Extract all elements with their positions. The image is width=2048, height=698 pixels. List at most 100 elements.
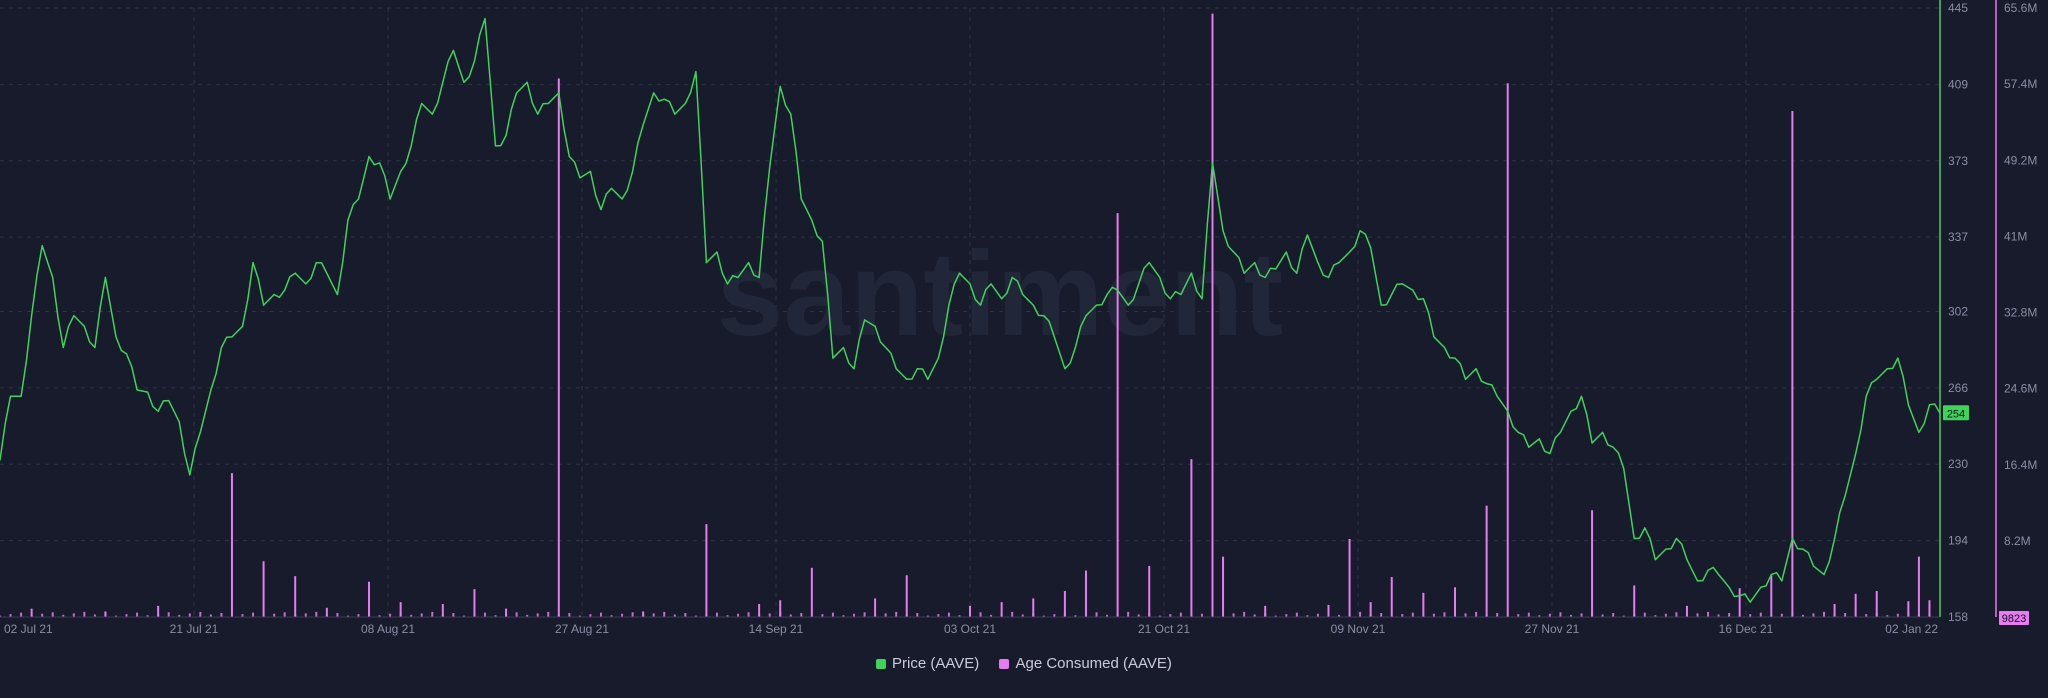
price-point — [874, 325, 876, 327]
age-tick-label: 57.4M — [2004, 77, 2037, 91]
price-point — [1760, 586, 1762, 588]
age-tick-label: 16.4M — [2004, 458, 2037, 472]
price-point — [1296, 272, 1298, 274]
price-point — [273, 293, 275, 296]
price-point — [1443, 346, 1446, 349]
x-tick-label: 08 Aug 21 — [361, 622, 415, 636]
grid — [0, 7, 1940, 618]
price-point — [916, 368, 918, 370]
price-point — [853, 368, 855, 370]
price-point — [199, 431, 201, 433]
price-point — [1401, 283, 1403, 285]
legend-label-price: Price (AAVE) — [892, 655, 980, 672]
price-point — [378, 162, 381, 164]
price-point — [779, 85, 781, 88]
current-age-badge — [1999, 611, 2029, 625]
price-point — [1865, 395, 1867, 397]
price-point — [1433, 336, 1435, 338]
price-point — [1380, 304, 1382, 306]
price-point — [1528, 446, 1530, 448]
price-point — [1612, 446, 1614, 448]
price-point — [1665, 548, 1667, 550]
price-point — [1707, 569, 1709, 571]
price-point — [1032, 304, 1034, 306]
price-point — [674, 113, 676, 115]
price-point — [885, 346, 887, 349]
legend: Price (AAVE) Age Consumed (AAVE) — [0, 655, 2048, 673]
price-point — [484, 18, 486, 20]
price-point — [1117, 289, 1119, 291]
legend-item-age[interactable]: Age Consumed (AAVE) — [999, 655, 1172, 672]
price-point — [189, 474, 191, 476]
x-tick-label: 02 Jul 21 — [4, 622, 53, 636]
price-point — [1517, 431, 1519, 433]
price-point — [1138, 283, 1140, 285]
price-point — [863, 319, 866, 321]
price-point — [210, 389, 212, 391]
x-tick-label: 09 Nov 21 — [1331, 622, 1386, 636]
price-point — [800, 198, 802, 200]
price-point — [452, 49, 454, 52]
current-price-text: 254 — [1947, 408, 1965, 420]
price-point — [1897, 357, 1899, 359]
price-point — [83, 325, 85, 327]
price-point — [1717, 573, 1720, 576]
price-point — [1823, 573, 1825, 576]
age-consumed-series — [0, 13, 1931, 617]
price-point — [1169, 298, 1171, 300]
x-axis-ticks: 02 Jul 21 21 Jul 21 08 Aug 21 27 Aug 21 14 S… — [4, 622, 1938, 636]
price-point — [1391, 293, 1393, 296]
age-axis-ticks: 65.6M 57.4M 49.2M 41M 32.8M 24.6M 16.4M 8.2M — [2004, 1, 2037, 548]
price-point — [1190, 272, 1193, 274]
price-point — [31, 315, 33, 317]
price-point — [62, 346, 64, 349]
price-tick-label: 373 — [1948, 154, 1968, 168]
price-point — [1559, 431, 1562, 433]
x-tick-label: 16 Dec 21 — [1719, 622, 1774, 636]
price-point — [326, 272, 328, 274]
price-point — [948, 304, 950, 306]
price-point — [284, 289, 286, 291]
price-point — [1348, 251, 1351, 253]
price-point — [937, 357, 939, 359]
legend-item-price[interactable]: Price (AAVE) — [876, 655, 979, 672]
price-point — [895, 368, 897, 370]
price-point — [389, 198, 391, 200]
price-point — [906, 378, 908, 380]
price-point — [1696, 580, 1699, 582]
price-point — [494, 145, 497, 147]
axes — [0, 0, 1997, 618]
price-point — [821, 240, 823, 243]
price-point — [1475, 368, 1477, 370]
price-point — [663, 98, 665, 100]
price-point — [1549, 453, 1551, 455]
price-point — [1907, 404, 1909, 406]
price-point — [1180, 293, 1182, 296]
x-tick-label: 02 Jan 22 — [1885, 622, 1938, 636]
price-point — [737, 276, 739, 279]
price-point — [1422, 298, 1424, 300]
price-point — [1211, 162, 1214, 164]
price-point — [125, 353, 128, 355]
price-point — [1022, 293, 1024, 296]
price-point — [1095, 304, 1098, 306]
price-point — [537, 113, 539, 115]
x-tick-label: 21 Jul 21 — [170, 622, 219, 636]
price-point — [610, 187, 613, 189]
x-tick-label: 21 Oct 21 — [1138, 622, 1190, 636]
price-point — [832, 357, 834, 359]
price-tick-label: 302 — [1948, 304, 1968, 318]
price-point — [220, 346, 223, 349]
price-point — [1591, 442, 1593, 444]
price-point — [1580, 395, 1583, 397]
price-point — [1928, 404, 1931, 406]
price-point — [315, 262, 317, 264]
price-point — [1844, 495, 1846, 497]
price-point — [463, 81, 465, 83]
price-tick-label: 194 — [1948, 534, 1968, 548]
price-point — [716, 251, 718, 253]
price-point — [1602, 431, 1604, 433]
x-tick-label: 27 Nov 21 — [1525, 622, 1580, 636]
